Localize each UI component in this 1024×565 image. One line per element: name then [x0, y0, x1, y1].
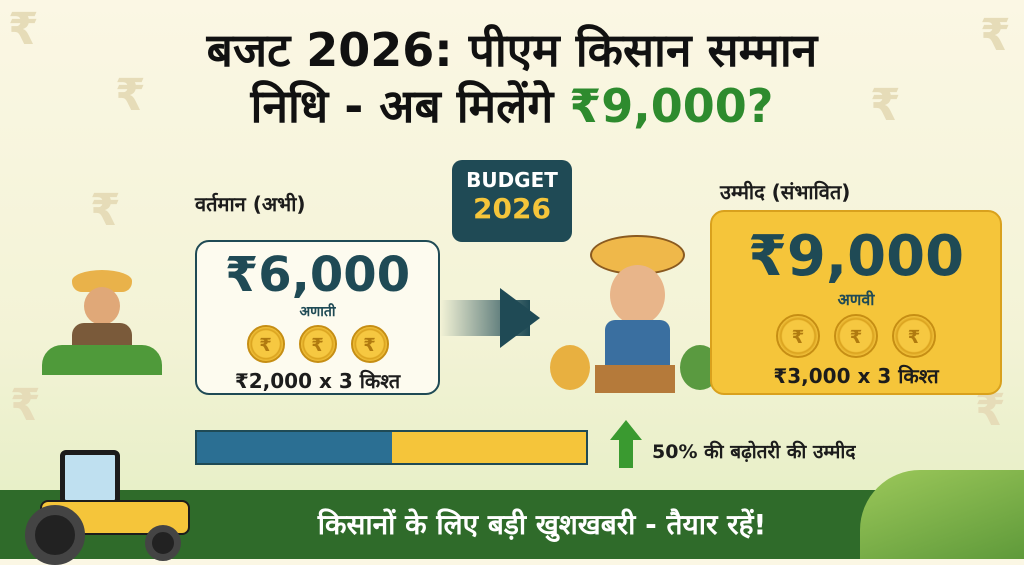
rupee-coin-icon: ₹ [350, 325, 389, 363]
page-title: बजट 2026: पीएम किसान सम्मान निधि - अब मि… [0, 22, 1024, 134]
progress-fill-current [197, 432, 392, 463]
current-label: वर्तमान (अभी) [195, 192, 306, 216]
title-highlight: ₹9,000? [569, 79, 774, 133]
title-line2-text: निधि - अब मिलेंगे [250, 79, 570, 133]
expected-amount-card: ₹9,000 अणवी ₹ ₹ ₹ ₹3,000 x 3 किश्त [710, 210, 1002, 395]
happy-farmer-illustration [550, 225, 720, 395]
expected-sub: अणवी [837, 290, 875, 309]
rupee-coin-icon: ₹ [892, 314, 936, 358]
rupee-coin-icon: ₹ [834, 314, 878, 358]
title-line2: निधि - अब मिलेंगे ₹9,000? [0, 78, 1024, 134]
field-illustration [860, 470, 1024, 559]
tractor-illustration [20, 445, 190, 565]
rupee-decor-icon: ₹ [870, 80, 901, 131]
current-amount: ₹6,000 [224, 247, 411, 303]
expected-installment: ₹3,000 x 3 किश्त [773, 364, 939, 388]
arrow-up-shaft [619, 440, 633, 468]
rupee-decor-icon: ₹ [90, 185, 121, 236]
farmer-small-illustration [42, 265, 162, 380]
rupee-coin-icon: ₹ [298, 325, 337, 363]
budget-briefcase-badge: BUDGET 2026 [452, 160, 572, 242]
title-line1: बजट 2026: पीएम किसान सम्मान [206, 23, 818, 77]
expected-amount: ₹9,000 [747, 224, 965, 289]
current-amount-card: ₹6,000 अणाती ₹ ₹ ₹ ₹2,000 x 3 किश्त [195, 240, 440, 395]
rupee-decor-icon: ₹ [115, 70, 146, 121]
badge-line2: 2026 [473, 192, 551, 225]
footer-text: किसानों के लिए बड़ी खुशखबरी - तैयार रहें… [317, 508, 767, 541]
rupee-decor-icon: ₹ [10, 380, 41, 431]
coins: ₹ ₹ ₹ [712, 310, 1000, 362]
increase-text: 50% की बढ़ोतरी की उम्मीद [652, 441, 856, 463]
coins: ₹ ₹ ₹ [197, 321, 438, 367]
arrow-up-icon [610, 420, 642, 440]
increase-progress-bar [195, 430, 588, 465]
rupee-coin-icon: ₹ [246, 325, 285, 363]
badge-line1: BUDGET [466, 168, 558, 192]
rupee-coin-icon: ₹ [776, 314, 820, 358]
expected-label: उम्मीद (संभावित) [720, 180, 851, 204]
current-sub: अणाती [299, 304, 336, 320]
current-installment: ₹2,000 x 3 किश्त [234, 369, 401, 393]
arrow-head [500, 288, 540, 348]
rupee-decor-icon: ₹ [8, 4, 39, 55]
rupee-decor-icon: ₹ [980, 10, 1011, 61]
